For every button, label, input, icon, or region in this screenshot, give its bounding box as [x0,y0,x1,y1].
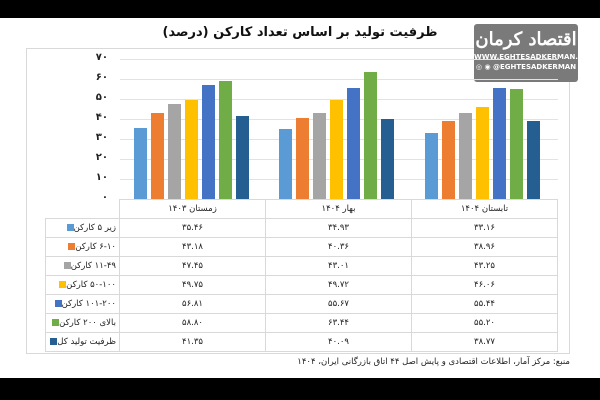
table-cell: ۶۳.۴۴ [265,313,412,333]
legend-entry: ظرفیت تولید کل [45,332,120,352]
table-cell: ۴۰.۰۹ [265,332,412,352]
table-row: زیر ۵ کارکن ۳۵.۴۶ ۳۴.۹۳ ۳۳.۱۶ [45,218,558,238]
table-row: ۶-۱۰ کارکن ۴۳.۱۸ ۴۰.۳۶ ۳۸.۹۶ [45,237,558,257]
legend-entry: زیر ۵ کارکن [45,218,120,238]
table-cell: ۵۶.۸۱ [119,294,266,314]
table-cell: ۴۹.۷۲ [265,275,412,295]
y-tick-label: ۱۰ [95,172,108,183]
bar [185,99,198,199]
legend-swatch-icon [54,300,62,307]
table-cell: ۳۵.۴۶ [119,218,266,238]
legend-label: ۱۱-۴۹ کارکن [70,261,116,271]
y-tick-label: ۳۰ [95,132,108,143]
table-cell: ۳۴.۹۳ [265,218,412,238]
gridline [120,99,558,100]
legend-swatch-icon [59,281,67,288]
y-tick-label: ۵۰ [95,92,108,103]
legend-entry: بالای ۲۰۰ کارکن [45,313,120,333]
table-cell: ۵۸.۸۰ [119,313,266,333]
column-header: زمستان ۱۴۰۳ [119,199,266,219]
logo-mark: اقتصاد کرمان [475,29,577,50]
gridline [120,79,558,80]
gridline [120,59,558,60]
y-tick-label: ۷۰ [95,52,108,63]
chart-title: ظرفیت تولید بر اساس تعداد کارکن (درصد) [162,25,438,40]
bar [330,99,343,199]
source-note: منبع: مرکز آمار، اطلاعات اقتصادی و پایش … [297,357,570,367]
column-header: تابستان ۱۴۰۴ [411,199,558,219]
table-cell: ۴۳.۱۸ [119,237,266,257]
legend-entry: ۱۱-۴۹ کارکن [45,256,120,276]
legend-swatch-icon [52,319,60,326]
table-cell: ۵۵.۶۷ [265,294,412,314]
bar [219,81,232,199]
legend-swatch-icon [66,224,74,231]
bar [493,88,506,199]
bar [202,85,215,199]
table-row: ظرفیت تولید کل ۴۱.۳۵ ۴۰.۰۹ ۳۸.۷۷ [45,332,558,352]
y-tick-label: ۲۰ [95,152,108,163]
legend-label: ۵۰-۱۰۰ کارکن [66,280,116,290]
chart-canvas: ظرفیت تولید بر اساس تعداد کارکن (درصد) ا… [0,18,600,378]
brand-logo: اقتصاد کرمان WWW.EGHTESADKERMAN.IR ◎ ◉ @… [474,24,586,82]
bar [381,118,394,199]
bar [296,118,309,199]
legend-entry: ۱۰۱-۲۰۰ کارکن [45,294,120,314]
table-cell: ۴۶.۰۶ [411,275,558,295]
table-cell: ۳۸.۹۶ [411,237,558,257]
data-table: زمستان ۱۴۰۳ بهار ۱۴۰۴ تابستان ۱۴۰۴ زیر ۵ کا… [45,199,558,352]
table-cell: ۵۵.۴۴ [411,294,558,314]
bar [527,121,540,199]
y-tick-label: ۶۰ [95,72,108,83]
table-cell: ۴۷.۴۵ [119,256,266,276]
table-cell: ۴۳.۰۱ [265,256,412,276]
chart-frame [26,48,570,354]
table-row: بالای ۲۰۰ کارکن ۵۸.۸۰ ۶۳.۴۴ ۵۵.۲۰ [45,313,558,333]
logo-site: WWW.EGHTESADKERMAN.IR [474,53,586,61]
legend-entry: ۶-۱۰ کارکن [45,237,120,257]
legend-swatch-icon [68,243,76,250]
bar [476,106,489,199]
legend-swatch-icon [50,338,58,345]
column-header: بهار ۱۴۰۴ [265,199,412,219]
legend-label: زیر ۵ کارکن [73,223,116,233]
bar [151,112,164,199]
bar [442,121,455,199]
bar [510,88,523,199]
legend-swatch-icon [63,262,71,269]
legend-label: ۶-۱۰ کارکن [75,242,116,252]
bar [134,128,147,199]
y-tick-label: ۴۰ [95,112,108,123]
legend-label: ظرفیت تولید کل [57,337,116,347]
table-row: ۱۱-۴۹ کارکن ۴۷.۴۵ ۴۳.۰۱ ۴۳.۲۵ [45,256,558,276]
bar [279,129,292,199]
table-corner [45,199,120,219]
table-cell: ۴۳.۲۵ [411,256,558,276]
bar [347,87,360,199]
bar [459,112,472,199]
table-cell: ۳۳.۱۶ [411,218,558,238]
table-cell: ۵۵.۲۰ [411,313,558,333]
y-tick-label: ۰ [101,192,108,203]
bar [364,72,377,199]
table-cell: ۳۸.۷۷ [411,332,558,352]
bar [313,112,326,199]
logo-handle: ◎ ◉ @EGHTESADKERMAN [475,63,577,71]
table-row: ۵۰-۱۰۰ کارکن ۴۹.۷۵ ۴۹.۷۲ ۴۶.۰۶ [45,275,558,295]
table-cell: ۴۰.۳۶ [265,237,412,257]
table-cell: ۴۱.۳۵ [119,332,266,352]
bar [236,116,249,199]
bar [425,132,438,199]
legend-entry: ۵۰-۱۰۰ کارکن [45,275,120,295]
legend-label: ۱۰۱-۲۰۰ کارکن [61,299,116,309]
bar [168,104,181,199]
table-row: ۱۰۱-۲۰۰ کارکن ۵۶.۸۱ ۵۵.۶۷ ۵۵.۴۴ [45,294,558,314]
table-cell: ۴۹.۷۵ [119,275,266,295]
legend-label: بالای ۲۰۰ کارکن [59,318,116,328]
